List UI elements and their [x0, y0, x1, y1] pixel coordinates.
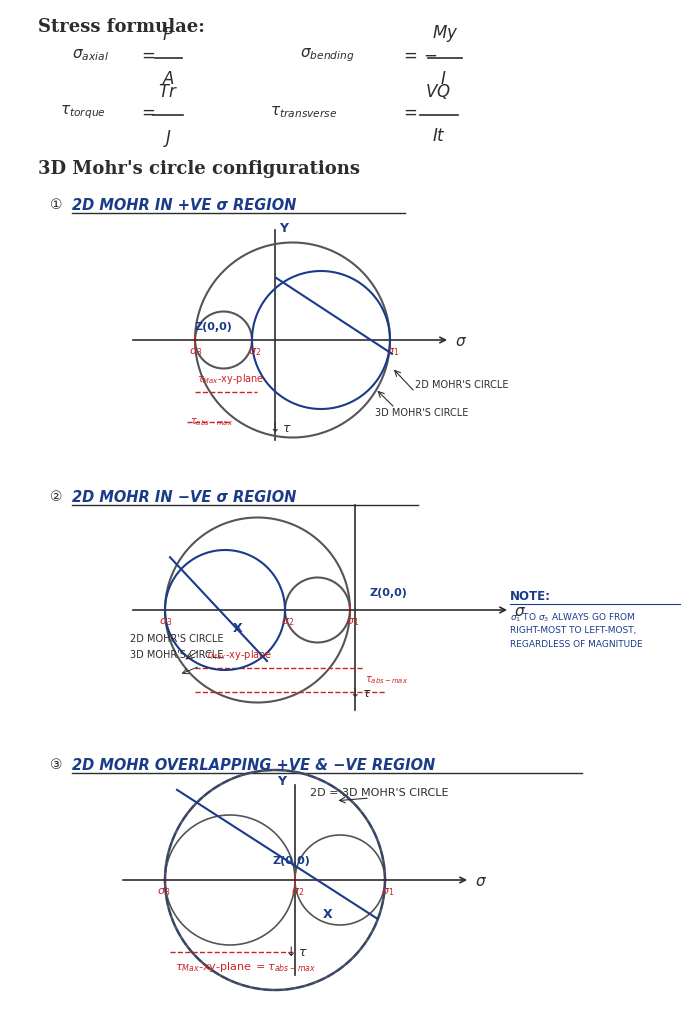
Text: Y: Y — [279, 222, 288, 235]
Text: ①: ① — [50, 198, 62, 212]
Text: RIGHT-MOST TO LEFT-MOST,: RIGHT-MOST TO LEFT-MOST, — [510, 626, 636, 635]
Text: 2D MOHR'S CIRCLE: 2D MOHR'S CIRCLE — [415, 380, 509, 390]
Text: $\sigma_1$: $\sigma_1$ — [381, 886, 394, 898]
Text: $\sigma_2$: $\sigma_2$ — [281, 616, 294, 628]
Text: $It$: $It$ — [432, 128, 446, 145]
Text: REGARDLESS OF MAGNITUDE: REGARDLESS OF MAGNITUDE — [510, 640, 643, 648]
Text: 3D Mohr's circle configurations: 3D Mohr's circle configurations — [38, 160, 360, 178]
Text: $VQ$: $VQ$ — [425, 82, 451, 101]
Text: $= -$: $= -$ — [400, 46, 438, 64]
Text: $My$: $My$ — [432, 23, 458, 44]
Text: Z(0,0): Z(0,0) — [195, 322, 233, 332]
Text: $\tau_{torque}$: $\tau_{torque}$ — [60, 103, 106, 121]
Text: $\sigma_{axial}$: $\sigma_{axial}$ — [72, 47, 109, 63]
Text: Z(0,0): Z(0,0) — [370, 588, 408, 598]
Text: $\sigma$: $\sigma$ — [455, 335, 467, 350]
Text: $J$: $J$ — [163, 128, 172, 149]
Text: 3D MOHR'S CIRCLE: 3D MOHR'S CIRCLE — [375, 408, 468, 418]
Text: $\sigma_1$: $\sigma_1$ — [386, 346, 399, 358]
Text: $\tau_{Max}$-xy-plane: $\tau_{Max}$-xy-plane — [197, 372, 264, 386]
Text: $P$: $P$ — [162, 27, 174, 44]
Text: 2D MOHR IN −VE σ REGION: 2D MOHR IN −VE σ REGION — [72, 490, 296, 505]
Text: $\downarrow\tau$: $\downarrow\tau$ — [283, 945, 308, 959]
Text: 2D MOHR OVERLAPPING +VE & −VE REGION: 2D MOHR OVERLAPPING +VE & −VE REGION — [72, 758, 435, 773]
Text: $\sigma_1$: $\sigma_1$ — [346, 616, 359, 628]
Text: $\sigma_3$: $\sigma_3$ — [157, 886, 170, 898]
Text: Y: Y — [277, 775, 286, 788]
Text: $\sigma_{bending}$: $\sigma_{bending}$ — [300, 46, 355, 64]
Text: $\tau_{transverse}$: $\tau_{transverse}$ — [270, 104, 337, 120]
Text: $I$: $I$ — [440, 71, 446, 88]
Text: $\tau_{Max}$-xy-plane: $\tau_{Max}$-xy-plane — [205, 648, 273, 662]
Text: $\sigma$: $\sigma$ — [475, 875, 487, 889]
Text: $\sigma$: $\sigma$ — [514, 605, 526, 619]
Text: Z(0,0): Z(0,0) — [273, 856, 311, 866]
Text: $\sigma_3$: $\sigma_3$ — [189, 346, 202, 358]
Text: $\downarrow\tau$: $\downarrow\tau$ — [267, 421, 292, 435]
Text: $\tau_{abs-max}$: $\tau_{abs-max}$ — [365, 674, 408, 686]
Text: $\tau_{Max}$-xy-plane $= \tau_{abs-max}$: $\tau_{Max}$-xy-plane $= \tau_{abs-max}$ — [175, 960, 316, 974]
Text: 2D = 3D MOHR'S CIRCLE: 2D = 3D MOHR'S CIRCLE — [310, 788, 448, 798]
Text: $\sigma_2$: $\sigma_2$ — [248, 346, 261, 358]
Text: ②: ② — [50, 490, 62, 504]
Text: $A$: $A$ — [162, 71, 175, 88]
Text: ③: ③ — [50, 758, 62, 772]
Text: 3D MOHR'S CIRCLE: 3D MOHR'S CIRCLE — [130, 650, 223, 660]
Text: NOTE:: NOTE: — [510, 590, 551, 603]
Text: $\sigma_1$ TO $\sigma_3$ ALWAYS GO FROM: $\sigma_1$ TO $\sigma_3$ ALWAYS GO FROM — [510, 612, 636, 625]
Text: Stress formulae:: Stress formulae: — [38, 18, 205, 36]
Text: $=$: $=$ — [138, 46, 155, 64]
Text: $\sigma_2$: $\sigma_2$ — [291, 886, 304, 898]
Text: $\downarrow\tau$: $\downarrow\tau$ — [347, 686, 372, 700]
Text: $=$: $=$ — [138, 103, 155, 121]
Text: 2D MOHR'S CIRCLE: 2D MOHR'S CIRCLE — [130, 634, 223, 644]
Text: X: X — [233, 622, 243, 635]
Text: $=$: $=$ — [400, 103, 417, 121]
Text: $Tr$: $Tr$ — [158, 84, 178, 101]
Text: $\sigma_3$: $\sigma_3$ — [159, 616, 172, 628]
Text: X: X — [323, 908, 332, 921]
Text: 2D MOHR IN +VE σ REGION: 2D MOHR IN +VE σ REGION — [72, 198, 296, 213]
Text: $\tau_{abs-max}$: $\tau_{abs-max}$ — [190, 415, 233, 428]
